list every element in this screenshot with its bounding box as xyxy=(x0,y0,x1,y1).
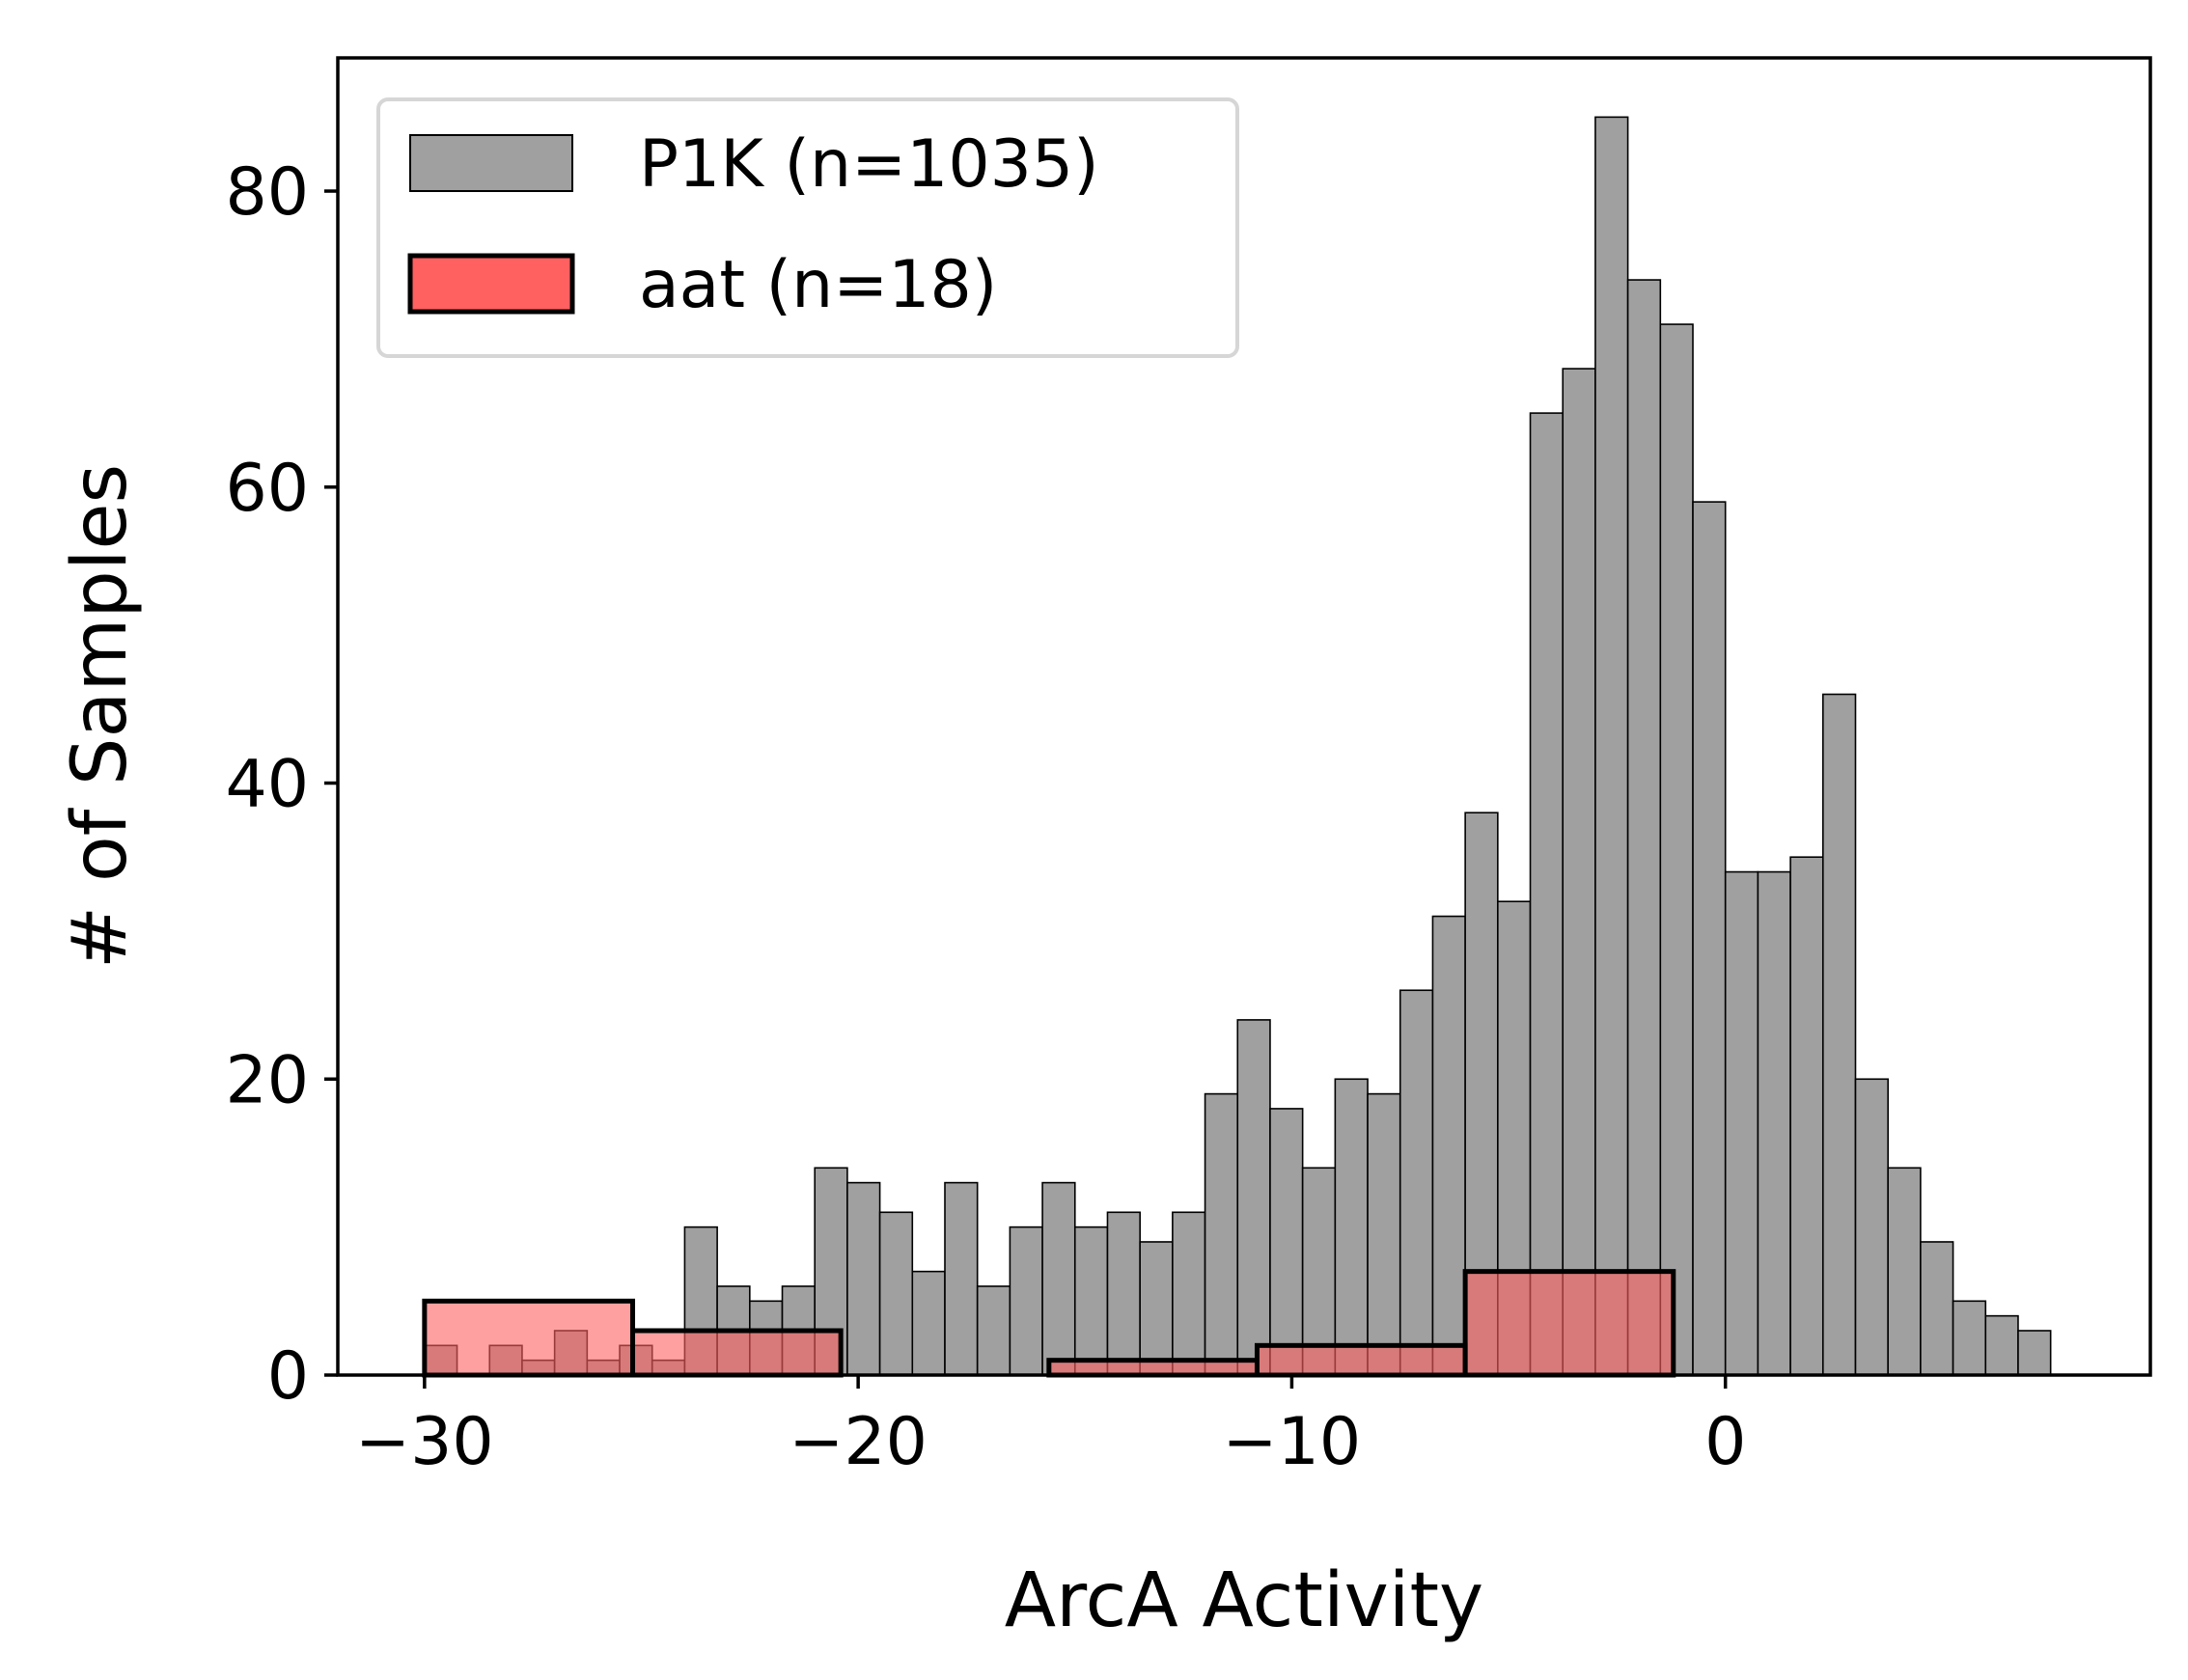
p1k-bar xyxy=(1172,1211,1206,1376)
legend-swatch-p1k xyxy=(409,134,573,192)
aat-bar xyxy=(1462,1269,1676,1378)
p1k-bar xyxy=(1041,1181,1076,1376)
y-axis-title: # of Samples xyxy=(57,464,144,969)
p1k-bar xyxy=(1431,915,1466,1376)
p1k-bar xyxy=(1399,989,1434,1376)
aat-bar xyxy=(1046,1358,1260,1378)
p1k-bar xyxy=(1692,501,1727,1376)
legend-swatch-aat xyxy=(407,253,575,315)
x-axis-ticks: −30 −20 −10 0 xyxy=(355,1375,1746,1480)
p1k-bar xyxy=(1106,1211,1141,1376)
p1k-bar xyxy=(1269,1108,1304,1376)
p1k-bar xyxy=(1367,1092,1401,1376)
legend-box xyxy=(376,97,1239,358)
p1k-bar xyxy=(1236,1019,1271,1376)
p1k-bar xyxy=(1854,1078,1889,1376)
p1k-bar xyxy=(1529,412,1565,1376)
y-axis-ticks: 0 20 40 60 80 xyxy=(225,154,338,1415)
x-tick-label: −30 xyxy=(355,1404,494,1480)
p1k-bar xyxy=(2017,1330,2052,1376)
p1k-bar xyxy=(1204,1092,1239,1376)
p1k-bar xyxy=(1821,693,1857,1376)
p1k-bar xyxy=(1334,1078,1369,1376)
x-tick-label: −10 xyxy=(1223,1404,1362,1480)
p1k-bar xyxy=(1301,1167,1337,1376)
p1k-bar xyxy=(944,1181,979,1376)
p1k-bar xyxy=(1594,116,1629,1376)
aat-bar xyxy=(422,1298,636,1378)
p1k-bar xyxy=(1984,1314,2019,1376)
p1k-bar xyxy=(976,1285,1011,1376)
p1k-bar xyxy=(1920,1241,1954,1376)
p1k-bar xyxy=(1626,279,1662,1376)
p1k-bar xyxy=(1009,1226,1043,1376)
p1k-bar xyxy=(1789,856,1824,1376)
y-tick-label: 40 xyxy=(225,747,309,823)
legend-label-aat: aat (n=18) xyxy=(639,247,997,323)
p1k-bar xyxy=(1073,1226,1109,1376)
p1k-bar xyxy=(846,1181,881,1376)
p1k-bar xyxy=(1659,323,1694,1376)
p1k-bar xyxy=(1724,870,1759,1376)
plot-frame xyxy=(336,56,2152,1377)
legend-label-p1k: P1K (n=1035) xyxy=(639,126,1099,203)
y-tick-label: 80 xyxy=(225,154,309,231)
p1k-bar xyxy=(1139,1241,1174,1376)
x-axis-title: ArcA Activity xyxy=(1005,1557,1483,1644)
legend: P1K (n=1035) aat (n=18) xyxy=(376,97,1239,358)
p1k-bar xyxy=(1952,1300,1987,1376)
p1k-bar xyxy=(878,1211,914,1376)
p1k-bar xyxy=(1887,1167,1922,1376)
x-tick-label: −20 xyxy=(789,1404,928,1480)
y-tick-label: 20 xyxy=(225,1042,309,1118)
p1k-bar xyxy=(1757,870,1791,1376)
aat-bar xyxy=(630,1328,844,1378)
p1k-bar xyxy=(1562,368,1596,1376)
y-tick-label: 60 xyxy=(225,451,309,527)
p1k-bar xyxy=(911,1270,946,1376)
x-tick-label: 0 xyxy=(1704,1404,1746,1480)
aat-bar xyxy=(1254,1342,1468,1378)
y-tick-label: 0 xyxy=(267,1338,309,1415)
